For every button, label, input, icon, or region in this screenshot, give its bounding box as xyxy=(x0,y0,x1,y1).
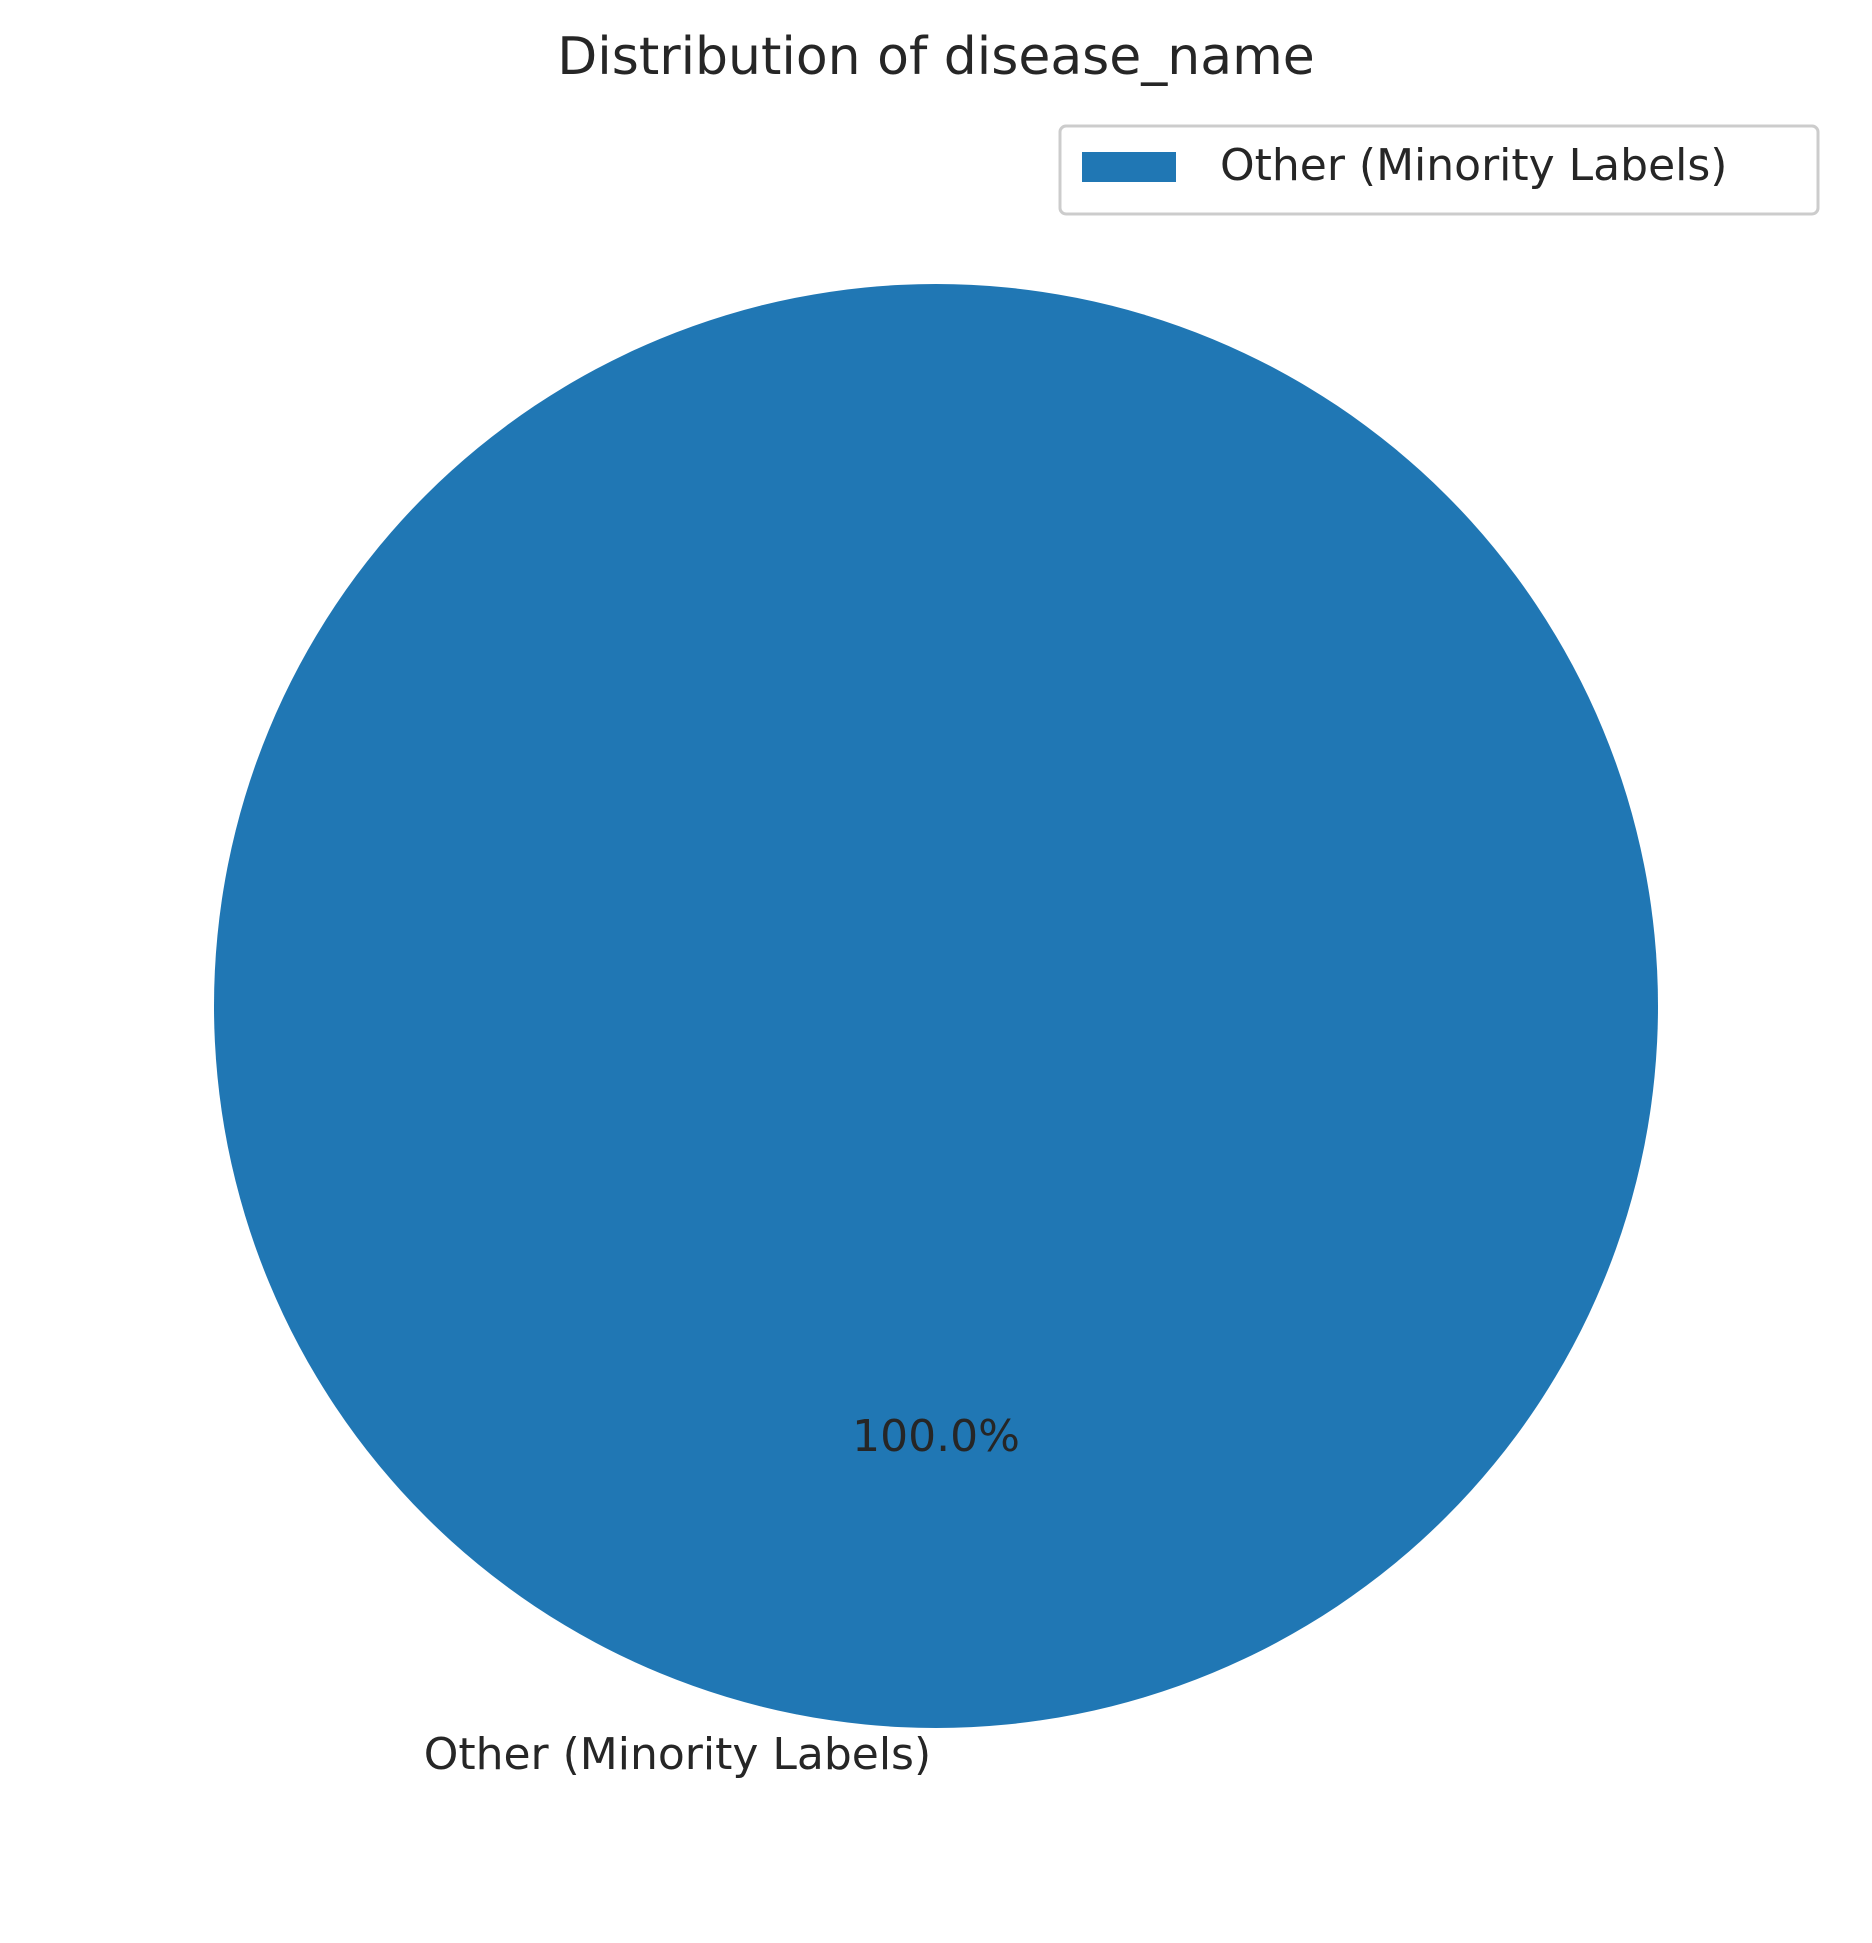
legend-entries: Other (Minority Labels) xyxy=(1082,140,1727,191)
chart-title: Distribution of disease_name xyxy=(557,27,1315,87)
legend: Other (Minority Labels) xyxy=(1058,124,1820,216)
pie-labels: Other (Minority Labels) 100.0% xyxy=(424,1411,1020,1780)
slice-category-label: Other (Minority Labels) xyxy=(424,1729,931,1780)
pie-slice xyxy=(214,284,1658,1728)
pie-slices xyxy=(214,284,1658,1728)
legend-swatch xyxy=(1082,152,1176,182)
slice-percent-label: 100.0% xyxy=(852,1411,1020,1462)
legend-frame xyxy=(1058,124,1820,216)
legend-label: Other (Minority Labels) xyxy=(1220,140,1727,191)
